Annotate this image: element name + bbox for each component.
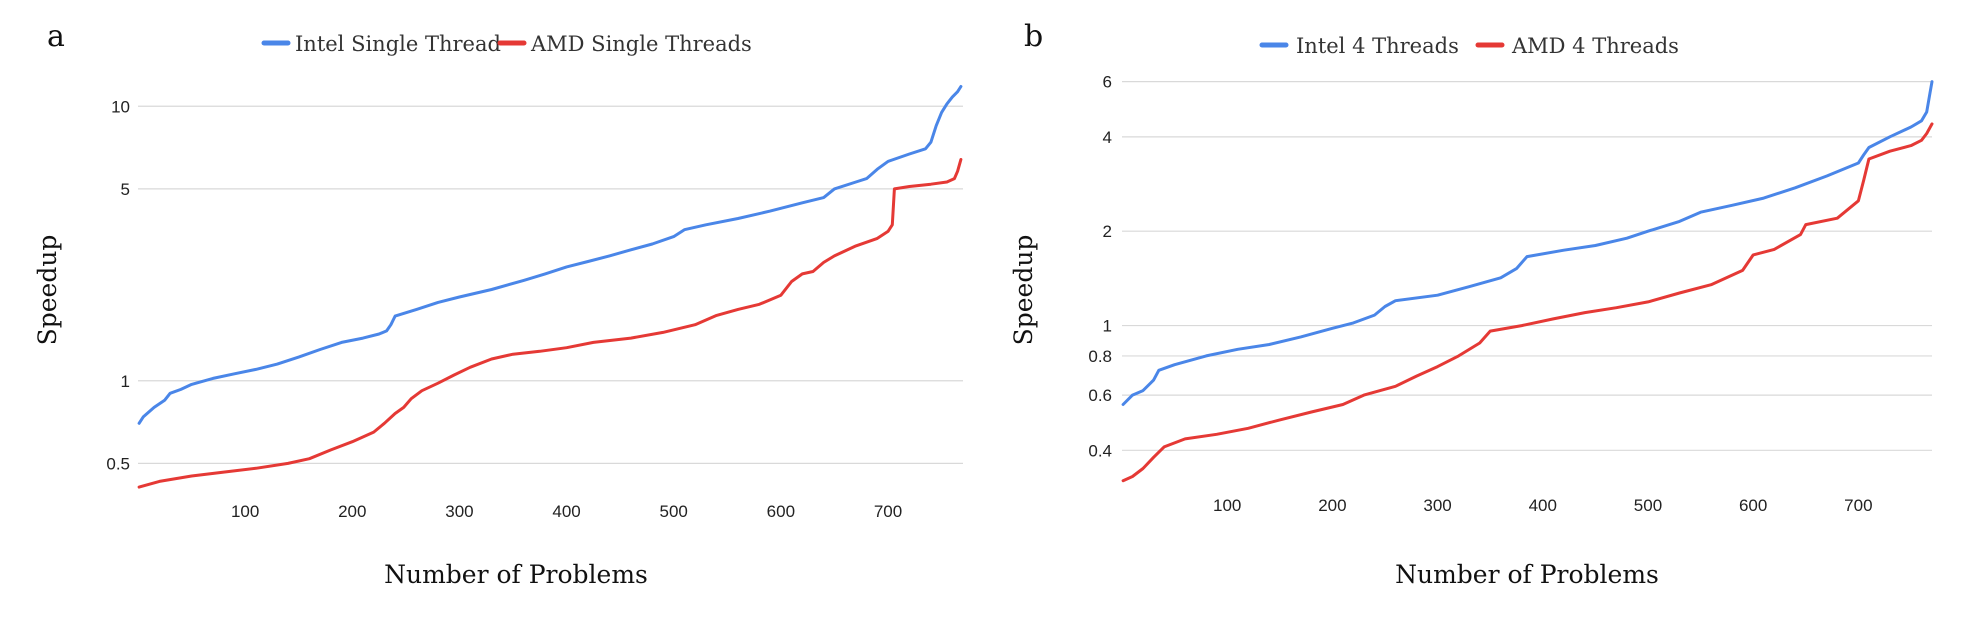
panel-b-y-tick-label: 1 (1103, 317, 1112, 336)
panel-b-letter: b (1024, 19, 1043, 54)
panel-b-y-tick-label: 0.6 (1088, 386, 1112, 405)
panel-b-y-tick-label: 2 (1103, 222, 1112, 241)
panel-a-series (137, 85, 963, 489)
panel-a-x-tick-label: 600 (767, 502, 795, 521)
panel-b-x-ticks: 100 200 300 400 500 600 700 (1213, 496, 1873, 515)
panel-a: a 0.5 1 5 10 100 200 300 400 500 600 700 Intel Si… (33, 19, 963, 589)
panel-b-x-tick-label: 600 (1739, 496, 1767, 515)
panel-a-y-tick-label: 5 (121, 180, 130, 199)
panel-a-letter: a (47, 19, 65, 54)
panel-a-x-tick-label: 100 (231, 502, 259, 521)
panel-a-x-tick-label: 700 (874, 502, 902, 521)
panel-b-x-tick-label: 500 (1634, 496, 1662, 515)
legend-label-amd-single: AMD Single Threads (530, 32, 752, 56)
panel-a-y-tick-label: 0.5 (106, 454, 130, 473)
panel-b-gridlines (1122, 81, 1932, 451)
panel-b-x-tick-label: 300 (1423, 496, 1451, 515)
panel-a-series-amd (137, 158, 963, 489)
panel-b-x-tick-label: 400 (1529, 496, 1557, 515)
panel-b: b 0.4 0.6 0.8 1 2 4 6 100 200 300 400 500 600 700 In… (1009, 19, 1934, 589)
panel-b-x-axis-title: Number of Problems (1395, 560, 1659, 589)
legend-label-intel-single: Intel Single Thread (295, 32, 501, 56)
panel-b-series-intel (1121, 80, 1934, 406)
panel-a-y-ticks: 0.5 1 5 10 (106, 97, 130, 473)
panel-b-y-tick-label: 0.4 (1088, 441, 1112, 460)
panel-b-x-tick-label: 200 (1318, 496, 1346, 515)
panel-b-x-tick-label: 100 (1213, 496, 1241, 515)
legend-label-amd-4: AMD 4 Threads (1511, 34, 1679, 58)
panel-a-x-tick-label: 400 (552, 502, 580, 521)
panel-b-y-tick-label: 0.8 (1088, 347, 1112, 366)
panel-b-series (1121, 80, 1934, 483)
panel-a-x-ticks: 100 200 300 400 500 600 700 (231, 502, 902, 521)
panel-a-gridlines (138, 105, 963, 464)
panel-a-y-axis-title: Speedup (33, 235, 62, 346)
panel-b-y-tick-label: 4 (1103, 128, 1112, 147)
panel-a-x-tick-label: 200 (338, 502, 366, 521)
panel-a-x-tick-label: 300 (445, 502, 473, 521)
panel-a-x-tick-label: 500 (660, 502, 688, 521)
panel-b-x-tick-label: 700 (1844, 496, 1872, 515)
panel-a-x-axis-title: Number of Problems (384, 560, 648, 589)
panel-b-legend: Intel 4 Threads AMD 4 Threads (1259, 34, 1679, 58)
panel-a-series-intel (137, 85, 963, 425)
panel-b-y-tick-label: 6 (1103, 73, 1112, 92)
legend-label-intel-4: Intel 4 Threads (1296, 34, 1459, 58)
panel-a-y-tick-label: 10 (111, 97, 130, 116)
panel-b-y-ticks: 0.4 0.6 0.8 1 2 4 6 (1088, 73, 1112, 461)
panel-b-y-axis-title: Speedup (1009, 235, 1038, 346)
panel-b-series-amd (1121, 122, 1934, 483)
panel-a-y-tick-label: 1 (121, 372, 130, 391)
panel-a-legend: Intel Single Thread AMD Single Threads (261, 32, 752, 56)
